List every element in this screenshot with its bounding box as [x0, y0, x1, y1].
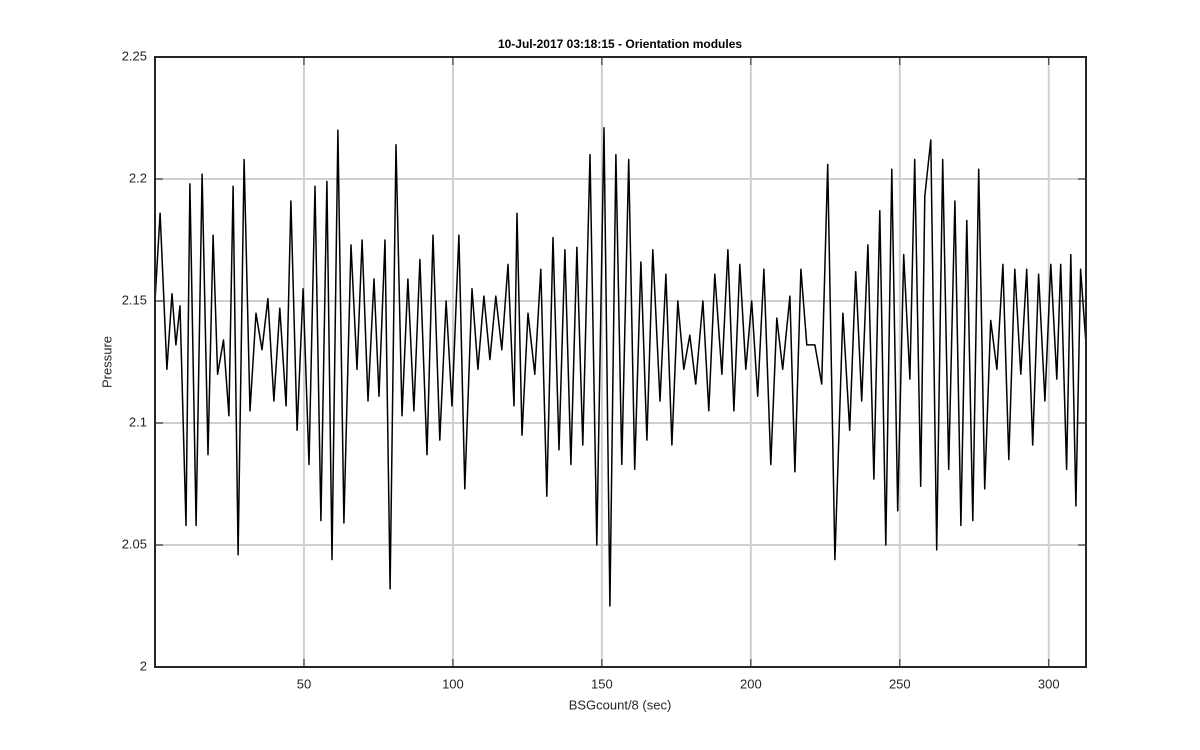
x-axis-label: BSGcount/8 (sec) [569, 697, 672, 712]
y-tick-label: 2 [140, 658, 147, 673]
line-series [154, 127, 1087, 607]
x-tick-label: 200 [740, 676, 762, 691]
y-tick-label: 2.1 [129, 414, 147, 429]
y-tick-label: 2.2 [129, 170, 147, 185]
y-axis-label: Pressure [99, 336, 114, 388]
y-tick-label: 2.05 [122, 536, 147, 551]
y-tick-label: 2.15 [122, 292, 147, 307]
x-tick-label: 250 [889, 676, 911, 691]
x-tick-label: 100 [442, 676, 464, 691]
chart-title: 10-Jul-2017 03:18:15 - Orientation modul… [498, 37, 742, 51]
plot [154, 127, 1087, 607]
x-tick-label: 150 [591, 676, 613, 691]
x-tick-label: 50 [297, 676, 311, 691]
y-tick-label: 2.25 [122, 48, 147, 63]
ticks: 50 100 150 200 250 300 2 2.05 2.1 2.15 2.2 2.25 [122, 48, 1086, 691]
x-tick-label: 300 [1038, 676, 1060, 691]
axes-box [154, 56, 1087, 668]
